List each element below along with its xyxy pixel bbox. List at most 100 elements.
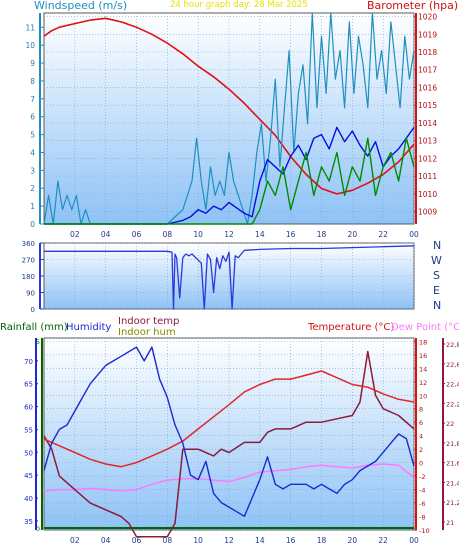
- series-wind_avg: [44, 126, 415, 225]
- wind-tick-label: 1: [30, 202, 35, 211]
- indoor-temp-title: Indoor temp: [118, 316, 179, 327]
- time-tick-label: 12: [224, 230, 234, 239]
- time-tick-label: 02: [70, 230, 80, 239]
- baro-tick-label: 1011: [418, 172, 437, 181]
- direction-tick-label: 360: [22, 240, 35, 248]
- baro-tick-label: 1019: [418, 30, 437, 39]
- time-tick-label: 06: [132, 536, 142, 545]
- time-tick-label: 10: [193, 230, 203, 239]
- rain-tick-label: 0: [36, 525, 40, 533]
- time-tick-label: 14: [255, 230, 265, 239]
- wind-tick-label: 3: [30, 166, 35, 175]
- direction-label-n-top: N: [433, 239, 441, 252]
- indoor-temp-tick-label: 21,6: [446, 460, 459, 468]
- rain-tick-label: 5: [36, 338, 40, 346]
- time-tick-label: 14: [255, 536, 265, 545]
- temperature-axis-title: Temperature (°C): [307, 322, 394, 333]
- time-tick-label: 20: [348, 536, 358, 545]
- time-tick-label: 10: [193, 536, 203, 545]
- baro-tick-label: 1020: [418, 13, 437, 22]
- wind-chart-series: [43, 12, 415, 225]
- temp-tick-label: -2: [419, 473, 425, 481]
- temp-tick-label: 8: [419, 406, 423, 414]
- temp-tick-label: 18: [419, 338, 427, 346]
- time-tick-label: 22: [378, 536, 388, 545]
- direction-label-w: W: [431, 254, 442, 267]
- wind-tick-label: 9: [30, 59, 35, 68]
- temp-tick-label: 2: [419, 446, 423, 454]
- temp-tick-label: 12: [419, 379, 427, 387]
- direction-chart-grid: [44, 242, 415, 310]
- wind-tick-label: 6: [30, 113, 35, 122]
- temp-chart-axes: -10-8-6-4-20246810121416182121,221,421,6…: [24, 338, 459, 545]
- time-tick-label: 16: [286, 230, 296, 239]
- temp-tick-label: -4: [419, 487, 425, 495]
- time-tick-label: 22: [378, 230, 388, 239]
- temp-chart-series: [43, 346, 415, 538]
- series-indoor_temp: [43, 350, 415, 538]
- wind-tick-label: 7: [30, 95, 35, 104]
- series-barometer: [43, 17, 415, 195]
- temp-tick-label: 16: [419, 352, 427, 360]
- time-tick-label: 12: [224, 536, 234, 545]
- baro-tick-label: 1016: [418, 83, 437, 92]
- temp-tick-label: 10: [419, 392, 427, 400]
- humidity-axis-title: Humidity: [66, 322, 111, 333]
- direction-chart-axes: 0 90 180 270 360: [22, 240, 44, 314]
- time-tick-label: 20: [348, 230, 358, 239]
- baro-tick-label: 1012: [418, 154, 437, 163]
- wind-tick-label: 5: [30, 131, 35, 140]
- temp-tick-label: -6: [419, 500, 425, 508]
- temp-chart-grid: [44, 338, 415, 531]
- series-dew_point: [43, 463, 415, 492]
- humidity-tick-label: 45: [24, 472, 33, 480]
- time-tick-label: 04: [101, 536, 111, 545]
- direction-label-s: S: [433, 269, 440, 282]
- temp-tick-label: 6: [419, 419, 423, 427]
- wind-tick-label: 11: [25, 23, 35, 32]
- temp-tick-label: -10: [419, 527, 430, 535]
- baro-tick-label: 1015: [418, 101, 437, 110]
- direction-tick-label: 0: [31, 306, 35, 314]
- time-tick-label: 00: [409, 536, 419, 545]
- baro-tick-label: 1014: [418, 119, 437, 128]
- direction-tick-label: 180: [22, 273, 35, 281]
- humidity-tick-label: 50: [24, 449, 33, 457]
- time-tick-label: 18: [317, 536, 327, 545]
- indoor-temp-tick-label: 22: [446, 420, 454, 428]
- direction-label-e: E: [433, 284, 440, 297]
- indoor-temp-tick-label: 21,8: [446, 440, 459, 448]
- baro-tick-label: 1009: [418, 208, 437, 217]
- indoor-temp-tick-label: 22,8: [446, 341, 459, 349]
- series-gust_green: [44, 137, 415, 225]
- series-direction: [44, 245, 415, 310]
- direction-tick-label: 270: [22, 257, 35, 265]
- direction-tick-label: 90: [26, 290, 35, 298]
- humidity-tick-label: 70: [24, 358, 33, 366]
- indoor-hum-title: Indoor hum: [118, 327, 176, 338]
- barometer-axis-title: Barometer (hpa): [367, 0, 458, 12]
- time-tick-label: 06: [132, 230, 142, 239]
- humidity-tick-label: 55: [24, 426, 33, 434]
- rainfall-axis-title: Rainfall (mm): [0, 322, 68, 333]
- humidity-tick-label: 40: [24, 495, 33, 503]
- time-tick-label: 08: [163, 230, 173, 239]
- indoor-temp-tick-label: 21,4: [446, 479, 459, 487]
- temp-tick-label: 4: [419, 433, 423, 441]
- wind-tick-label: 10: [25, 41, 35, 50]
- humidity-tick-label: 60: [24, 404, 33, 412]
- baro-tick-label: 1017: [418, 66, 437, 75]
- windspeed-axis-title: Windspeed (m/s): [34, 0, 127, 12]
- series-temperature: [43, 370, 415, 468]
- indoor-temp-tick-label: 21,2: [446, 499, 459, 507]
- wind-chart-axes: 1009101010111012101310141015101610171018…: [25, 13, 437, 239]
- time-tick-label: 08: [163, 536, 173, 545]
- chart-date-title: 24 hour graph day: 28 Mar 2025: [170, 0, 308, 10]
- indoor-temp-tick-label: 22,2: [446, 400, 459, 408]
- indoor-temp-tick-label: 21: [446, 519, 454, 527]
- wind-tick-label: 4: [30, 148, 35, 157]
- direction-chart-series: [44, 245, 415, 310]
- temp-tick-label: 0: [419, 460, 423, 468]
